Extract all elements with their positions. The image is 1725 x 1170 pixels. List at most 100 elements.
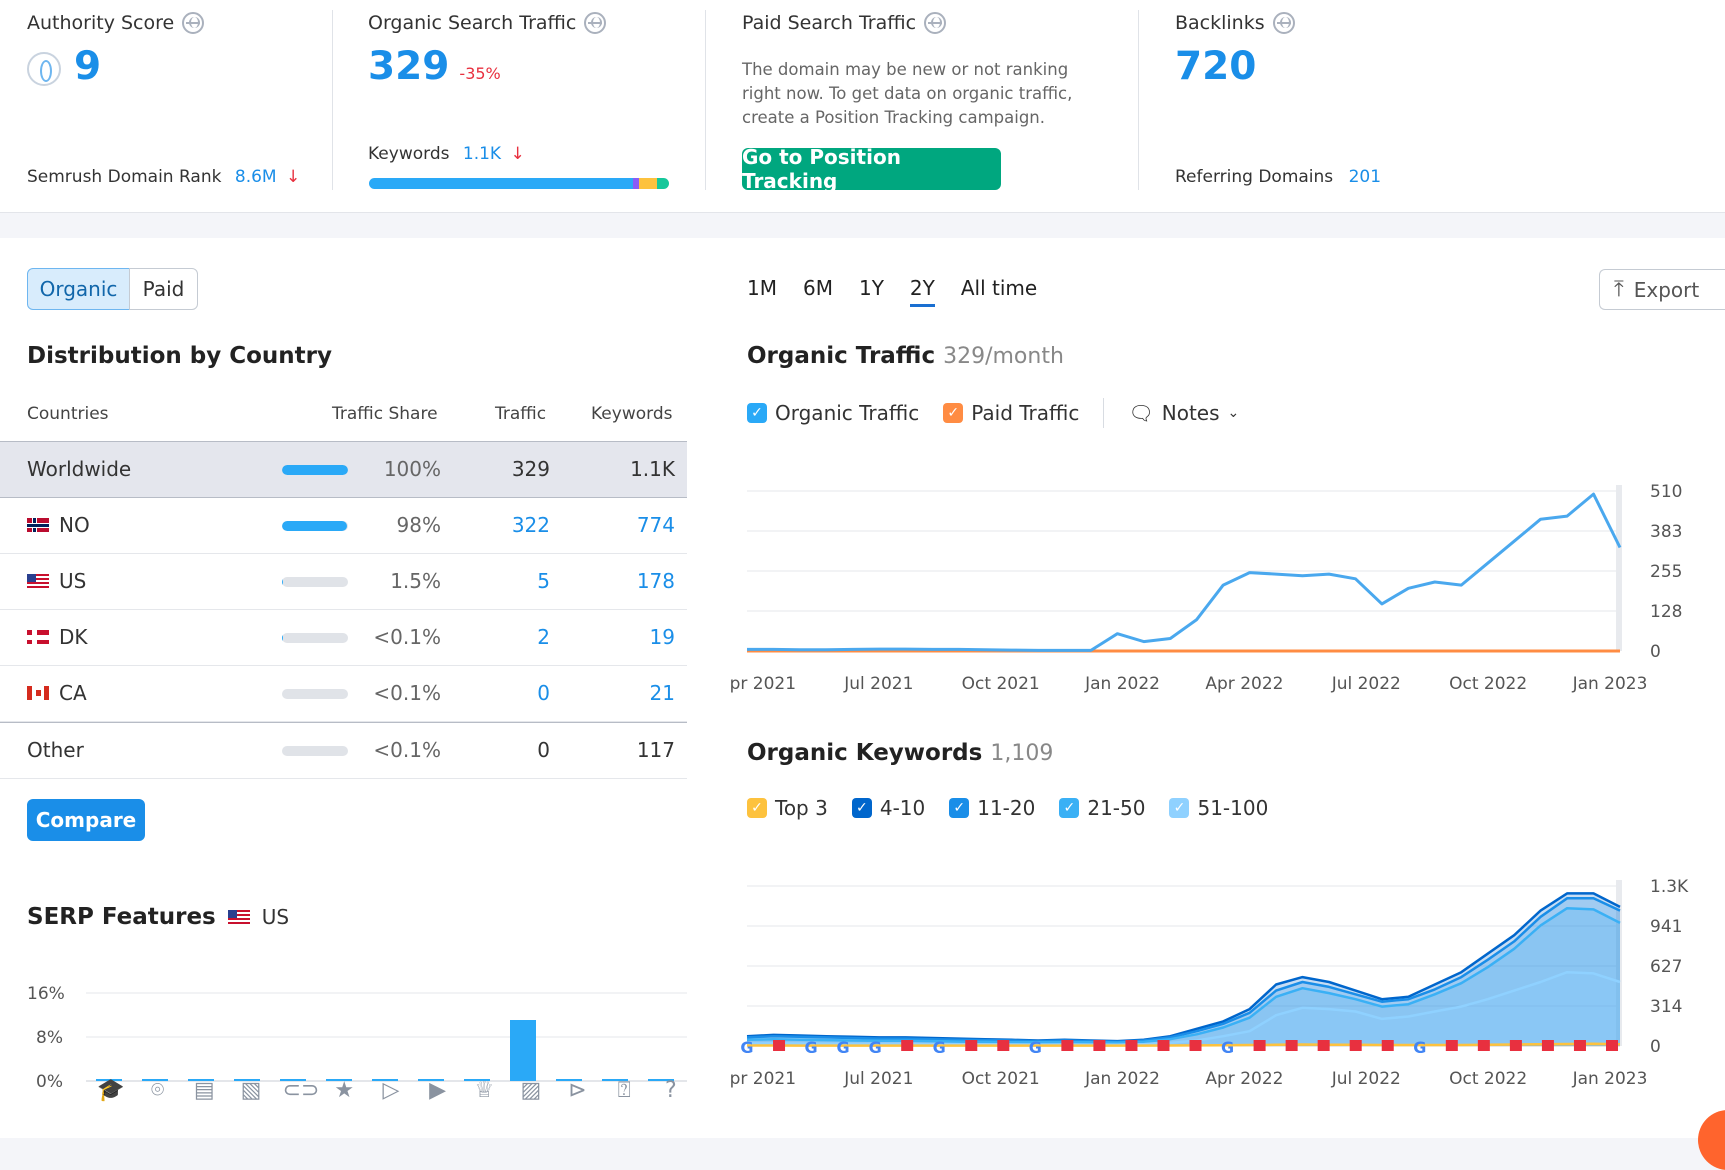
serp-bar[interactable] bbox=[326, 1079, 352, 1081]
period-tab-6m[interactable]: 6M bbox=[802, 276, 833, 300]
keywords-distribution-bar[interactable] bbox=[369, 178, 669, 189]
serp-bar[interactable] bbox=[234, 1079, 260, 1081]
flag-note-icon[interactable] bbox=[1157, 1040, 1170, 1051]
series-line[interactable] bbox=[746, 897, 1621, 1043]
period-tab-2y[interactable]: 2Y bbox=[909, 276, 935, 307]
star-icon[interactable]: ★ bbox=[334, 1078, 355, 1103]
series-line[interactable] bbox=[746, 906, 1621, 1044]
image-icon[interactable]: ▨ bbox=[520, 1078, 542, 1103]
flag-note-icon[interactable] bbox=[1285, 1040, 1298, 1051]
news-icon[interactable]: ▤ bbox=[193, 1078, 215, 1103]
organic-toggle[interactable]: Organic bbox=[27, 268, 130, 310]
serp-bar[interactable] bbox=[280, 1079, 306, 1081]
serp-bar[interactable] bbox=[418, 1079, 444, 1081]
country-row[interactable]: DK <0.1% 2 19 bbox=[0, 610, 687, 666]
series-line[interactable] bbox=[746, 970, 1621, 1047]
flag-note-icon[interactable] bbox=[773, 1040, 786, 1051]
play-icon[interactable]: ⊳ bbox=[568, 1078, 587, 1103]
col-keywords[interactable]: Keywords bbox=[591, 404, 673, 424]
legend-51-100[interactable]: ✓ 51-100 bbox=[1169, 796, 1268, 820]
flag-note-icon[interactable] bbox=[1573, 1040, 1586, 1051]
traffic-value[interactable]: 322 bbox=[511, 513, 550, 537]
legend-21-50[interactable]: ✓ 21-50 bbox=[1059, 796, 1145, 820]
organic-keywords-chart[interactable]: 0 314 627 941 1.3K Apr 2021 Jul 2021 Oct 2021 Ja… bbox=[730, 858, 1725, 1098]
keywords-value[interactable]: 774 bbox=[636, 513, 675, 537]
traffic-value[interactable]: 5 bbox=[537, 569, 550, 593]
period-tab-all-time[interactable]: All time bbox=[960, 276, 1038, 300]
period-tab-1m[interactable]: 1M bbox=[747, 276, 777, 300]
position-tracking-button[interactable]: Go to Position Tracking bbox=[742, 145, 1001, 193]
flag-note-icon[interactable] bbox=[1189, 1040, 1202, 1051]
question-icon[interactable]: ? bbox=[665, 1078, 677, 1103]
flag-note-icon[interactable] bbox=[965, 1040, 978, 1051]
serp-bar[interactable] bbox=[648, 1079, 674, 1081]
compare-button[interactable]: Compare bbox=[27, 799, 145, 841]
series-line[interactable] bbox=[747, 492, 1622, 652]
info-icon[interactable] bbox=[182, 12, 205, 34]
flag-note-icon[interactable] bbox=[997, 1040, 1010, 1051]
flag-note-icon[interactable] bbox=[1509, 1040, 1522, 1051]
legend-paid-traffic[interactable]: ✓ Paid Traffic bbox=[943, 401, 1079, 425]
domain-rank-value[interactable]: 8.6M bbox=[234, 167, 277, 187]
serp-bar[interactable] bbox=[556, 1079, 582, 1081]
col-traffic[interactable]: Traffic bbox=[495, 404, 547, 424]
serp-bar[interactable] bbox=[464, 1079, 490, 1081]
country-row[interactable]: US 1.5% 5 178 bbox=[0, 554, 687, 610]
serp-bar[interactable] bbox=[188, 1079, 214, 1081]
keywords-value[interactable]: 178 bbox=[636, 569, 675, 593]
map-pin-icon[interactable]: ⌾ bbox=[151, 1078, 165, 1103]
period-tab-1y[interactable]: 1Y bbox=[858, 276, 884, 300]
info-icon[interactable] bbox=[1272, 12, 1295, 34]
flag-note-icon[interactable] bbox=[1317, 1040, 1330, 1051]
legend-organic-traffic[interactable]: ✓ Organic Traffic bbox=[747, 401, 919, 425]
video-carousel-icon[interactable]: ▶ bbox=[429, 1078, 447, 1103]
country-row[interactable]: Other <0.1% 0 117 bbox=[0, 722, 687, 779]
video-icon[interactable]: ▷ bbox=[382, 1078, 400, 1103]
traffic-value[interactable]: 2 bbox=[537, 625, 550, 649]
serp-bar[interactable] bbox=[372, 1079, 398, 1081]
referring-domains-value[interactable]: 201 bbox=[1348, 167, 1382, 187]
flag-note-icon[interactable] bbox=[901, 1040, 914, 1051]
legend-4-10[interactable]: ✓ 4-10 bbox=[851, 796, 925, 820]
keywords-value[interactable]: 19 bbox=[649, 625, 675, 649]
serp-bar[interactable] bbox=[602, 1079, 628, 1081]
country-row[interactable]: NO 98% 322 774 bbox=[0, 498, 687, 554]
flag-note-icon[interactable] bbox=[1349, 1040, 1362, 1051]
traffic-value[interactable]: 0 bbox=[537, 681, 550, 705]
google-update-icon[interactable]: G bbox=[869, 1038, 882, 1057]
info-icon[interactable] bbox=[924, 12, 947, 34]
graduation-cap-icon[interactable]: 🎓 bbox=[97, 1078, 125, 1103]
serp-bar[interactable] bbox=[510, 1020, 536, 1081]
flag-note-icon[interactable] bbox=[1125, 1040, 1138, 1051]
keywords-value[interactable]: 21 bbox=[649, 681, 675, 705]
google-update-icon[interactable]: G bbox=[837, 1038, 850, 1057]
flag-note-icon[interactable] bbox=[1253, 1040, 1266, 1051]
google-update-icon[interactable]: G bbox=[1221, 1038, 1234, 1057]
col-traffic-share[interactable]: Traffic Share bbox=[332, 404, 438, 424]
faq-icon[interactable]: ⍰ bbox=[617, 1078, 631, 1103]
notes-dropdown[interactable]: 🗨 Notes ⌄ bbox=[1128, 401, 1239, 425]
flag-note-icon[interactable] bbox=[1093, 1040, 1106, 1051]
flag-note-icon[interactable] bbox=[1477, 1040, 1490, 1051]
country-row[interactable]: Worldwide 100% 329 1.1K bbox=[0, 442, 687, 498]
serp-bar[interactable] bbox=[142, 1079, 168, 1081]
country-row[interactable]: CA <0.1% 0 21 bbox=[0, 666, 687, 722]
export-button[interactable]: ⤒ Export bbox=[1599, 269, 1725, 310]
flag-note-icon[interactable] bbox=[1541, 1040, 1554, 1051]
crown-icon[interactable]: ♕ bbox=[474, 1078, 495, 1103]
flag-note-icon[interactable] bbox=[1445, 1040, 1458, 1051]
organic-search-value[interactable]: 329 bbox=[368, 44, 450, 89]
legend-11-20[interactable]: ✓ 11-20 bbox=[949, 796, 1035, 820]
legend-top-3[interactable]: ✓ Top 3 bbox=[747, 796, 828, 820]
info-icon[interactable] bbox=[584, 12, 607, 34]
series-line[interactable] bbox=[747, 1042, 1621, 1047]
serp-bar[interactable] bbox=[96, 1079, 122, 1081]
flag-note-icon[interactable] bbox=[1381, 1040, 1394, 1051]
backlinks-value[interactable]: 720 bbox=[1175, 44, 1257, 89]
keywords-value[interactable]: 1.1K bbox=[462, 144, 502, 164]
flag-note-icon[interactable] bbox=[1606, 1040, 1618, 1051]
google-update-icon[interactable]: G bbox=[933, 1038, 946, 1057]
google-update-icon[interactable]: G bbox=[740, 1038, 753, 1057]
image-pack-icon[interactable]: ▧ bbox=[240, 1078, 262, 1103]
flag-note-icon[interactable] bbox=[1061, 1040, 1074, 1051]
